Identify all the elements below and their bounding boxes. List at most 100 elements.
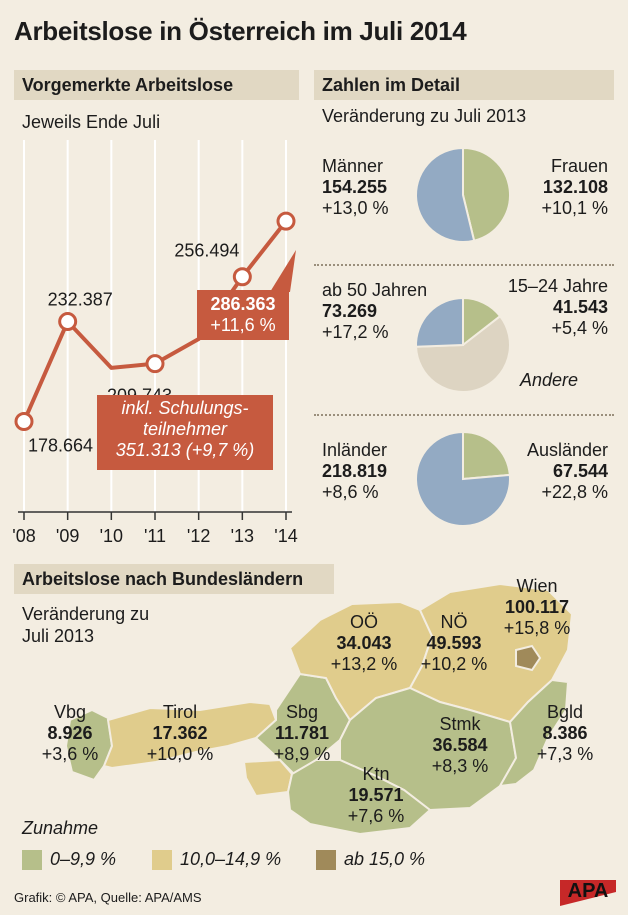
state-noe-change: +10,2 %: [420, 654, 488, 674]
foreigners-change: +22,8 %: [541, 482, 608, 502]
state-bgld-name: Bgld: [546, 702, 584, 722]
data-label-1: 232.387: [48, 290, 113, 310]
state-sbg-name: Sbg: [285, 702, 319, 722]
nationals-change: +8,6 %: [322, 482, 379, 502]
state-wien-name: Wien: [516, 576, 558, 596]
state-bgld: Bgld 8.386 +7,3 %: [530, 702, 600, 765]
state-ktn-name: Ktn: [362, 764, 390, 784]
x-tick-label-6: '14: [274, 526, 297, 545]
men-value: 154.255: [322, 177, 388, 197]
training-note-line2: teilnehmer: [142, 419, 228, 439]
legend-title: Zunahme: [22, 818, 99, 838]
age-15-24-stats: 15–24 Jahre 41.543 +5,4 %: [508, 276, 608, 339]
pie-age: [414, 296, 511, 393]
line-chart-subtitle: Jeweils Ende Juli: [22, 112, 161, 132]
legend-swatch-yellow: [152, 850, 172, 870]
pie-gender: [415, 146, 511, 243]
state-bgld-value: 8.386: [542, 723, 588, 743]
legend-swatch-green: [22, 850, 42, 870]
x-tick-label-0: '08: [12, 526, 35, 545]
nationals-label: Inländer: [322, 440, 388, 460]
data-point-6: [276, 211, 296, 231]
divider-2: [314, 414, 614, 416]
nationals-value: 218.819: [322, 461, 388, 481]
x-tick-label-5: '13: [231, 526, 254, 545]
state-sbg: Sbg 11.781 +8,9 %: [264, 702, 340, 765]
apa-logo-text: APA: [567, 880, 609, 902]
training-note-box: inkl. Schulungs- teilnehmer 351.313 (+9,…: [97, 395, 273, 470]
pie-slice-blue: [415, 430, 511, 527]
page-title: Arbeitslose in Österreich im Juli 2014: [14, 16, 467, 46]
men-change: +13,0 %: [322, 198, 389, 218]
line-chart-header-bar: Vorgemerkte Arbeitslose: [14, 70, 299, 100]
state-tirol-change: +10,0 %: [146, 744, 214, 764]
map-subtitle-line2: Juli 2013: [22, 626, 95, 646]
age-50-stats: ab 50 Jahren 73.269 +17,2 %: [322, 280, 427, 343]
map-region-wien: [515, 644, 542, 672]
other-label: Andere: [519, 370, 578, 390]
age-50-change: +17,2 %: [322, 322, 389, 342]
data-label-5: 256.494: [174, 241, 239, 261]
state-ktn: Ktn 19.571 +7,6 %: [336, 764, 416, 827]
x-tick-label-2: '10: [100, 526, 123, 545]
age-15-24-label: 15–24 Jahre: [507, 276, 608, 296]
data-point-5: [232, 267, 252, 287]
x-tick-label-4: '12: [187, 526, 210, 545]
details-subtitle: Veränderung zu Juli 2013: [322, 106, 527, 126]
data-label-0: 178.664: [28, 435, 93, 455]
state-sbg-change: +8,9 %: [273, 744, 331, 764]
state-ktn-value: 19.571: [348, 785, 404, 805]
foreigners-value: 67.544: [552, 461, 608, 481]
pie-nationality: [415, 430, 511, 527]
pie-slice-grey: [414, 314, 511, 393]
callout-change: +11,6 %: [210, 315, 276, 335]
austria-map: [64, 582, 574, 836]
pie-slice-blue: [415, 296, 464, 348]
state-noe: NÖ 49.593 +10,2 %: [414, 612, 494, 675]
pie-slice-green: [462, 146, 511, 242]
x-tick-label-1: '09: [56, 526, 79, 545]
map-region-tirol: [102, 700, 278, 770]
foreigners-label: Ausländer: [526, 440, 608, 460]
apa-logo: APA: [560, 880, 616, 906]
nationals-stats: Inländer 218.819 +8,6 %: [322, 440, 387, 503]
callout-pointer: [270, 250, 296, 292]
state-wien-change: +15,8 %: [503, 618, 571, 638]
men-stats: Männer 154.255 +13,0 %: [322, 156, 389, 219]
details-header: Zahlen im Detail: [322, 75, 461, 95]
state-wien: Wien 100.117 +15,8 %: [494, 576, 580, 639]
state-ooe: OÖ 34.043 +13,2 %: [324, 612, 404, 675]
women-stats: Frauen 132.108 +10,1 %: [541, 156, 608, 219]
state-ooe-value: 34.043: [336, 633, 392, 653]
state-vbg-change: +3,6 %: [41, 744, 99, 764]
legend-label-brown: ab 15,0 %: [344, 849, 426, 869]
training-note-line1: inkl. Schulungs-: [121, 398, 249, 418]
callout-box: 286.363 +11,6 %: [197, 290, 289, 340]
age-15-24-value: 41.543: [552, 297, 608, 317]
map-header-bar: Arbeitslose nach Bundesländern: [14, 564, 334, 594]
age-50-label: ab 50 Jahren: [322, 280, 428, 300]
age-15-24-change: +5,4 %: [551, 318, 608, 338]
state-stmk: Stmk 36.584 +8,3 %: [420, 714, 500, 777]
legend-label-green: 0–9,9 %: [50, 849, 117, 869]
state-noe-value: 49.593: [426, 633, 482, 653]
women-change: +10,1 %: [541, 198, 608, 218]
state-bgld-change: +7,3 %: [536, 744, 594, 764]
training-note-line3: 351.313 (+9,7 %): [115, 440, 255, 460]
data-point-1: [58, 312, 78, 332]
line-chart: '08'09'10'11'12'13'14178.664232.387209.7…: [12, 140, 298, 545]
state-tirol-name: Tirol: [162, 702, 198, 722]
line-chart-header: Vorgemerkte Arbeitslose: [22, 75, 234, 95]
state-ktn-change: +7,6 %: [347, 806, 405, 826]
state-vbg: Vbg 8.926 +3,6 %: [40, 702, 100, 765]
map-region-ktn: [286, 759, 432, 836]
women-label: Frauen: [550, 156, 608, 176]
state-stmk-value: 36.584: [432, 735, 488, 755]
state-wien-value: 100.117: [504, 597, 570, 617]
map-region-bgld: [498, 678, 570, 788]
legend-swatch-brown: [316, 850, 336, 870]
age-50-value: 73.269: [322, 301, 378, 321]
data-point-0: [14, 411, 34, 431]
pie-slice-green: [462, 430, 511, 481]
state-vbg-name: Vbg: [53, 702, 87, 722]
